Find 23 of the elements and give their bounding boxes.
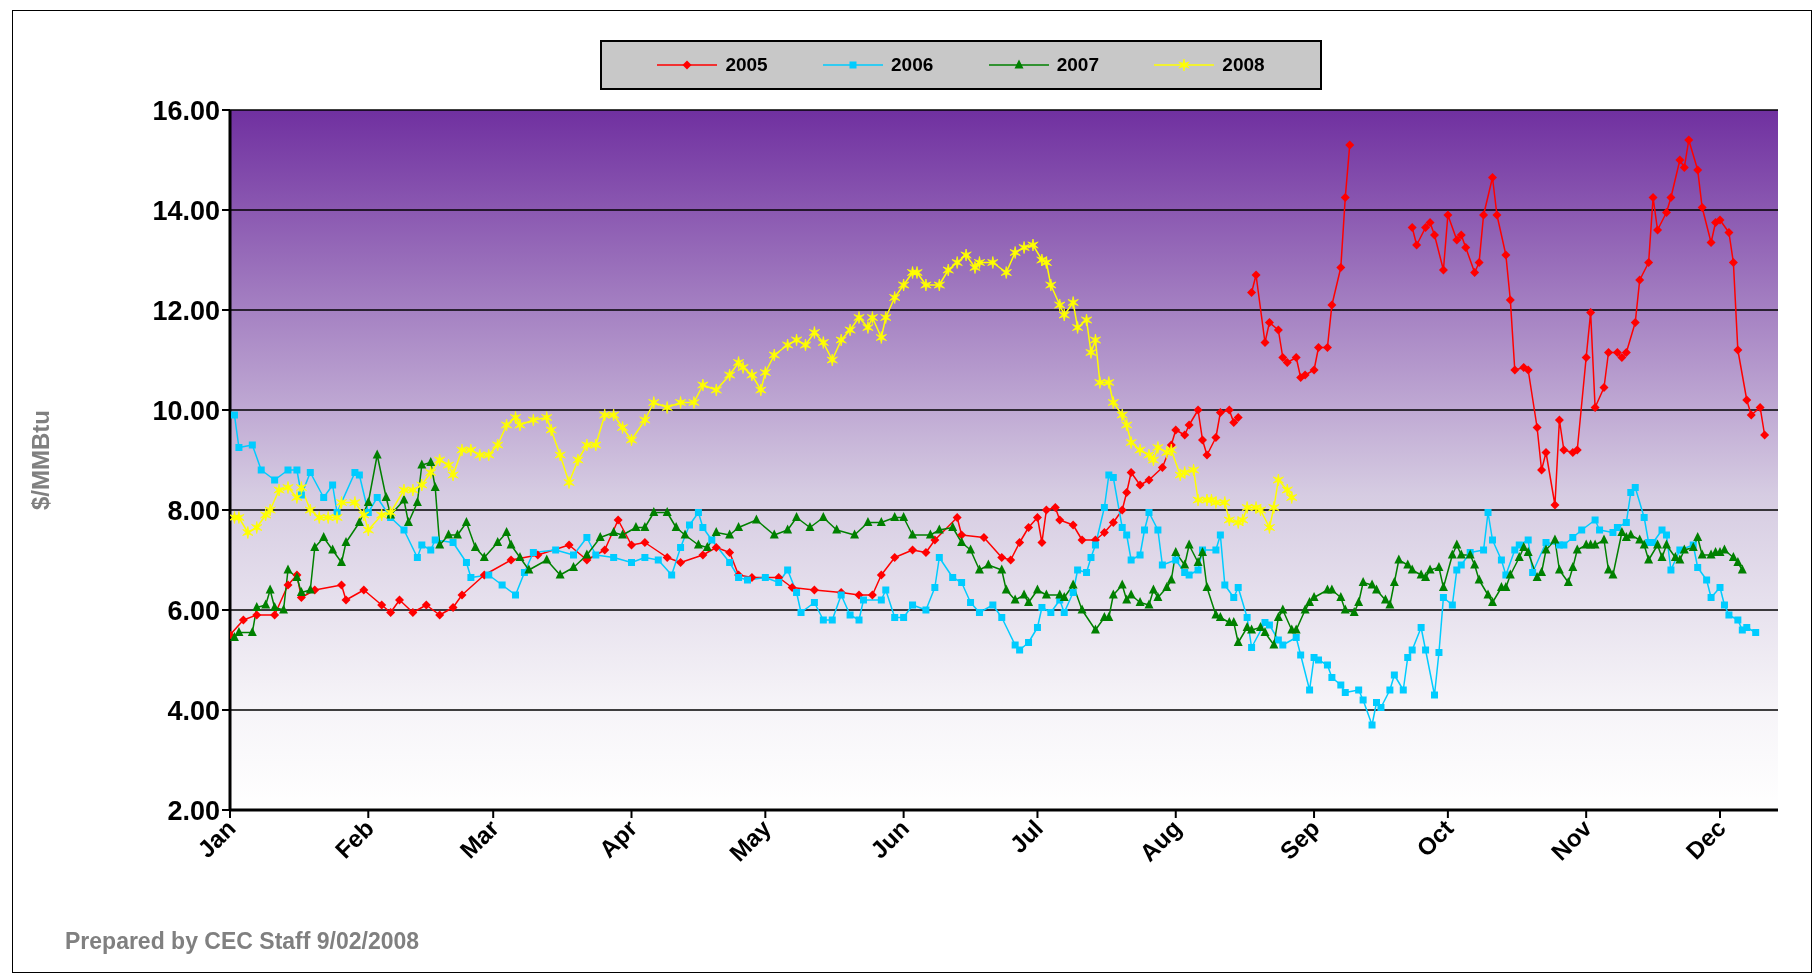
y-axis-title: $/MMBtu	[26, 410, 54, 510]
y-tick-label: 8.00	[167, 495, 220, 526]
x-tick-label: Sep	[1274, 814, 1325, 865]
legend-label: 2005	[725, 54, 768, 76]
y-tick-label: 16.00	[152, 95, 220, 126]
x-tick-label: Apr	[593, 814, 643, 863]
x-tick-label: Jun	[864, 814, 915, 864]
y-tick-label: 2.00	[167, 795, 220, 826]
y-tick-label: 10.00	[152, 395, 220, 426]
x-tick-label: Jul	[1004, 814, 1049, 858]
y-tick-label: 14.00	[152, 195, 220, 226]
x-tick-label: Dec	[1680, 814, 1731, 865]
x-tick-label: Feb	[329, 814, 379, 864]
x-tick-label: Oct	[1411, 814, 1459, 862]
legend-label: 2008	[1222, 54, 1265, 76]
x-tick-label: Nov	[1545, 813, 1598, 866]
text: Prepared by CEC Staff 9/02/2008	[65, 928, 420, 955]
y-tick-label: 4.00	[167, 695, 220, 726]
x-tick-label: Mar	[454, 814, 504, 864]
y-tick-label: 12.00	[152, 295, 220, 326]
legend-label: 2006	[891, 54, 934, 76]
y-tick-label: 6.00	[167, 595, 220, 626]
legend-label: 2007	[1056, 54, 1099, 76]
